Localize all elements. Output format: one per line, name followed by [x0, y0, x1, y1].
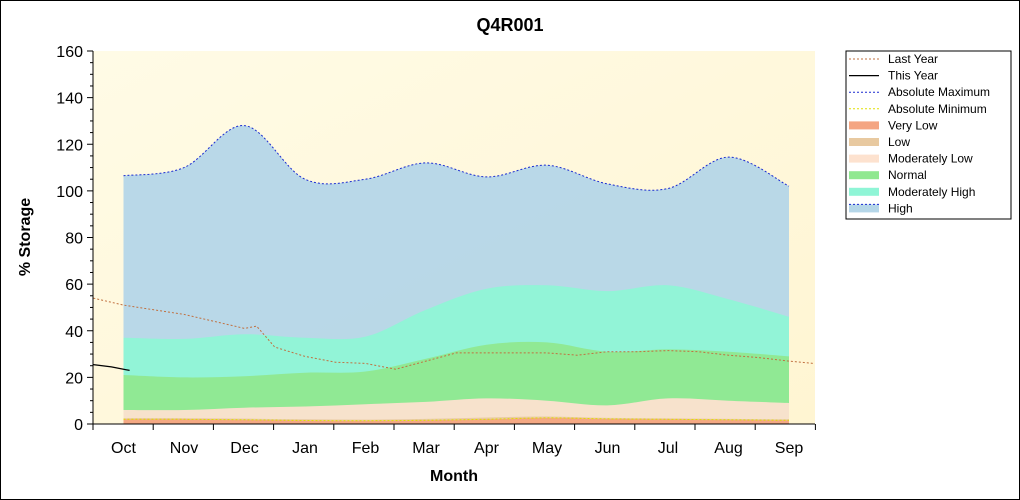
legend-item-normal: Normal — [849, 168, 927, 182]
legend-item-absolute-maximum: Absolute Maximum — [849, 85, 990, 99]
legend-label-low: Low — [888, 135, 910, 149]
band-layer — [123, 125, 789, 424]
legend: Last Year This Year Absolute Maximum Absolu… — [845, 50, 1012, 220]
legend-swatch-very-low — [849, 121, 879, 130]
legend-item-this-year: This Year — [849, 69, 938, 83]
legend-swatch-moderately-high — [849, 187, 879, 196]
legend-item-high: High — [849, 201, 913, 215]
x-tick-label-jan: Jan — [292, 440, 318, 457]
x-tick-label-aug: Aug — [714, 440, 742, 457]
x-tick-label-may: May — [532, 440, 562, 457]
x-tick-label-jul: Jul — [658, 440, 678, 457]
legend-label-normal: Normal — [888, 168, 927, 182]
y-tick-label-80: 80 — [65, 231, 83, 248]
band-normal — [123, 341, 789, 424]
legend-item-last-year: Last Year — [849, 52, 938, 66]
x-tick-label-feb: Feb — [352, 440, 380, 457]
x-tick-label-nov: Nov — [170, 440, 198, 457]
y-tick-label-60: 60 — [65, 277, 83, 294]
axes: 0 20 40 60 80 100 120 140 160 Oct Nov Dec Jan Feb Mar A… — [56, 44, 816, 457]
legend-item-moderately-low: Moderately Low — [849, 152, 973, 166]
y-tick-label-0: 0 — [74, 417, 83, 434]
legend-label-last-year: Last Year — [888, 52, 938, 66]
y-tick-label-120: 120 — [56, 137, 83, 154]
x-tick-label-oct: Oct — [111, 440, 136, 457]
legend-swatch-normal — [849, 171, 879, 180]
legend-label-high: High — [888, 201, 913, 215]
band-moderately-low — [123, 398, 789, 424]
x-tick-label-jun: Jun — [595, 440, 621, 457]
legend-label-moderately-low: Moderately Low — [888, 152, 973, 166]
y-tick-label-100: 100 — [56, 184, 83, 201]
series-last-year-line — [93, 297, 814, 370]
series-layer — [93, 125, 814, 422]
chart-title: Q4R001 — [476, 15, 543, 35]
y-tick-label-140: 140 — [56, 91, 83, 108]
legend-swatch-low — [849, 138, 879, 146]
y-tick-label-40: 40 — [65, 324, 83, 341]
x-tick-label-apr: Apr — [474, 440, 500, 457]
y-tick-label-20: 20 — [65, 370, 83, 387]
x-axis-title: Month — [430, 468, 478, 485]
legend-label-this-year: This Year — [888, 69, 938, 83]
legend-item-low: Low — [849, 135, 910, 149]
legend-item-absolute-minimum: Absolute Minimum — [849, 102, 987, 116]
legend-item-moderately-high: Moderately High — [849, 185, 975, 199]
x-tick-label-sep: Sep — [775, 440, 804, 457]
y-tick-label-160: 160 — [56, 44, 83, 61]
series-this-year-line — [93, 364, 130, 371]
legend-swatch-high — [849, 204, 879, 213]
x-tick-label-dec: Dec — [230, 440, 258, 457]
series-absolute-minimum-line — [123, 417, 790, 422]
legend-swatch-moderately-low — [849, 154, 879, 163]
legend-label-absolute-maximum: Absolute Maximum — [888, 85, 990, 99]
legend-label-absolute-minimum: Absolute Minimum — [888, 102, 987, 116]
x-tick-label-mar: Mar — [412, 440, 440, 457]
y-axis-title: % Storage — [17, 198, 34, 276]
band-very-low — [123, 417, 789, 424]
legend-label-moderately-high: Moderately High — [888, 185, 975, 199]
legend-label-very-low: Very Low — [888, 118, 938, 132]
legend-item-very-low: Very Low — [849, 118, 938, 132]
